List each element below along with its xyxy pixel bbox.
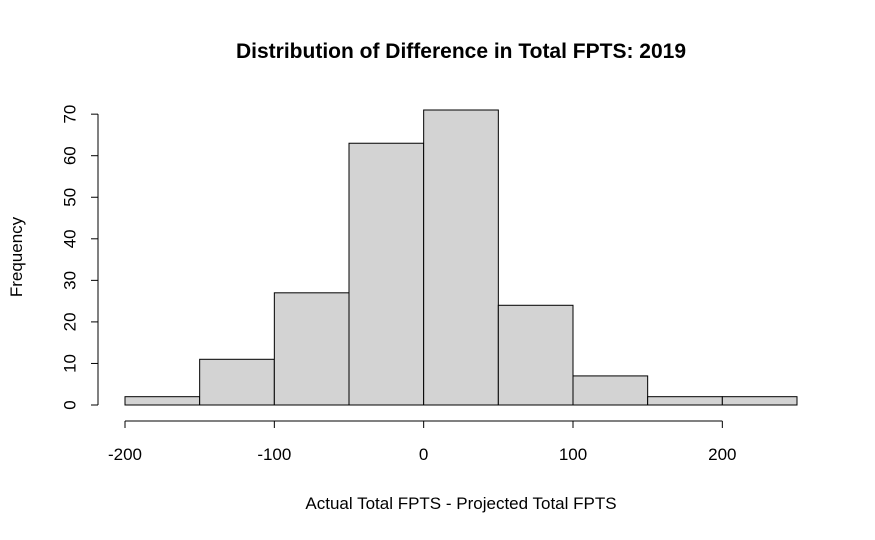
histogram-bar-6 — [572, 375, 649, 406]
y-tick-label: 70 — [61, 105, 80, 124]
y-axis-label: Frequency — [7, 216, 26, 297]
histogram-bar-4 — [423, 109, 499, 406]
y-tick-label: 60 — [61, 146, 80, 165]
y-tick-label: 50 — [61, 188, 80, 207]
histogram-bar-3 — [348, 142, 425, 406]
chart-title: Distribution of Difference in Total FPTS… — [236, 40, 686, 63]
x-tick-label: 200 — [708, 445, 736, 464]
x-tick-label: 100 — [559, 445, 587, 464]
x-axis-label: Actual Total FPTS - Projected Total FPTS — [305, 494, 616, 513]
x-tick-label: -200 — [108, 445, 142, 464]
histogram-bar-1 — [199, 358, 275, 406]
histogram-bar-5 — [497, 304, 574, 406]
x-axis: -200 -100 0 100 200 — [108, 420, 737, 464]
y-tick-label: 40 — [61, 229, 80, 248]
x-tick-label: -100 — [257, 445, 291, 464]
histogram-bar-0 — [124, 396, 201, 406]
y-axis: 0 10 20 30 40 50 60 70 — [61, 105, 99, 410]
bars-group — [124, 109, 798, 406]
y-tick-label: 10 — [61, 354, 80, 373]
y-tick-label: 20 — [61, 312, 80, 331]
y-tick-label: 30 — [61, 271, 80, 290]
y-tick-label: 0 — [61, 400, 80, 409]
histogram-bar-2 — [273, 292, 350, 406]
histogram-bar-8 — [721, 396, 798, 406]
x-tick-label: 0 — [419, 445, 428, 464]
histogram-bar-7 — [647, 396, 723, 406]
